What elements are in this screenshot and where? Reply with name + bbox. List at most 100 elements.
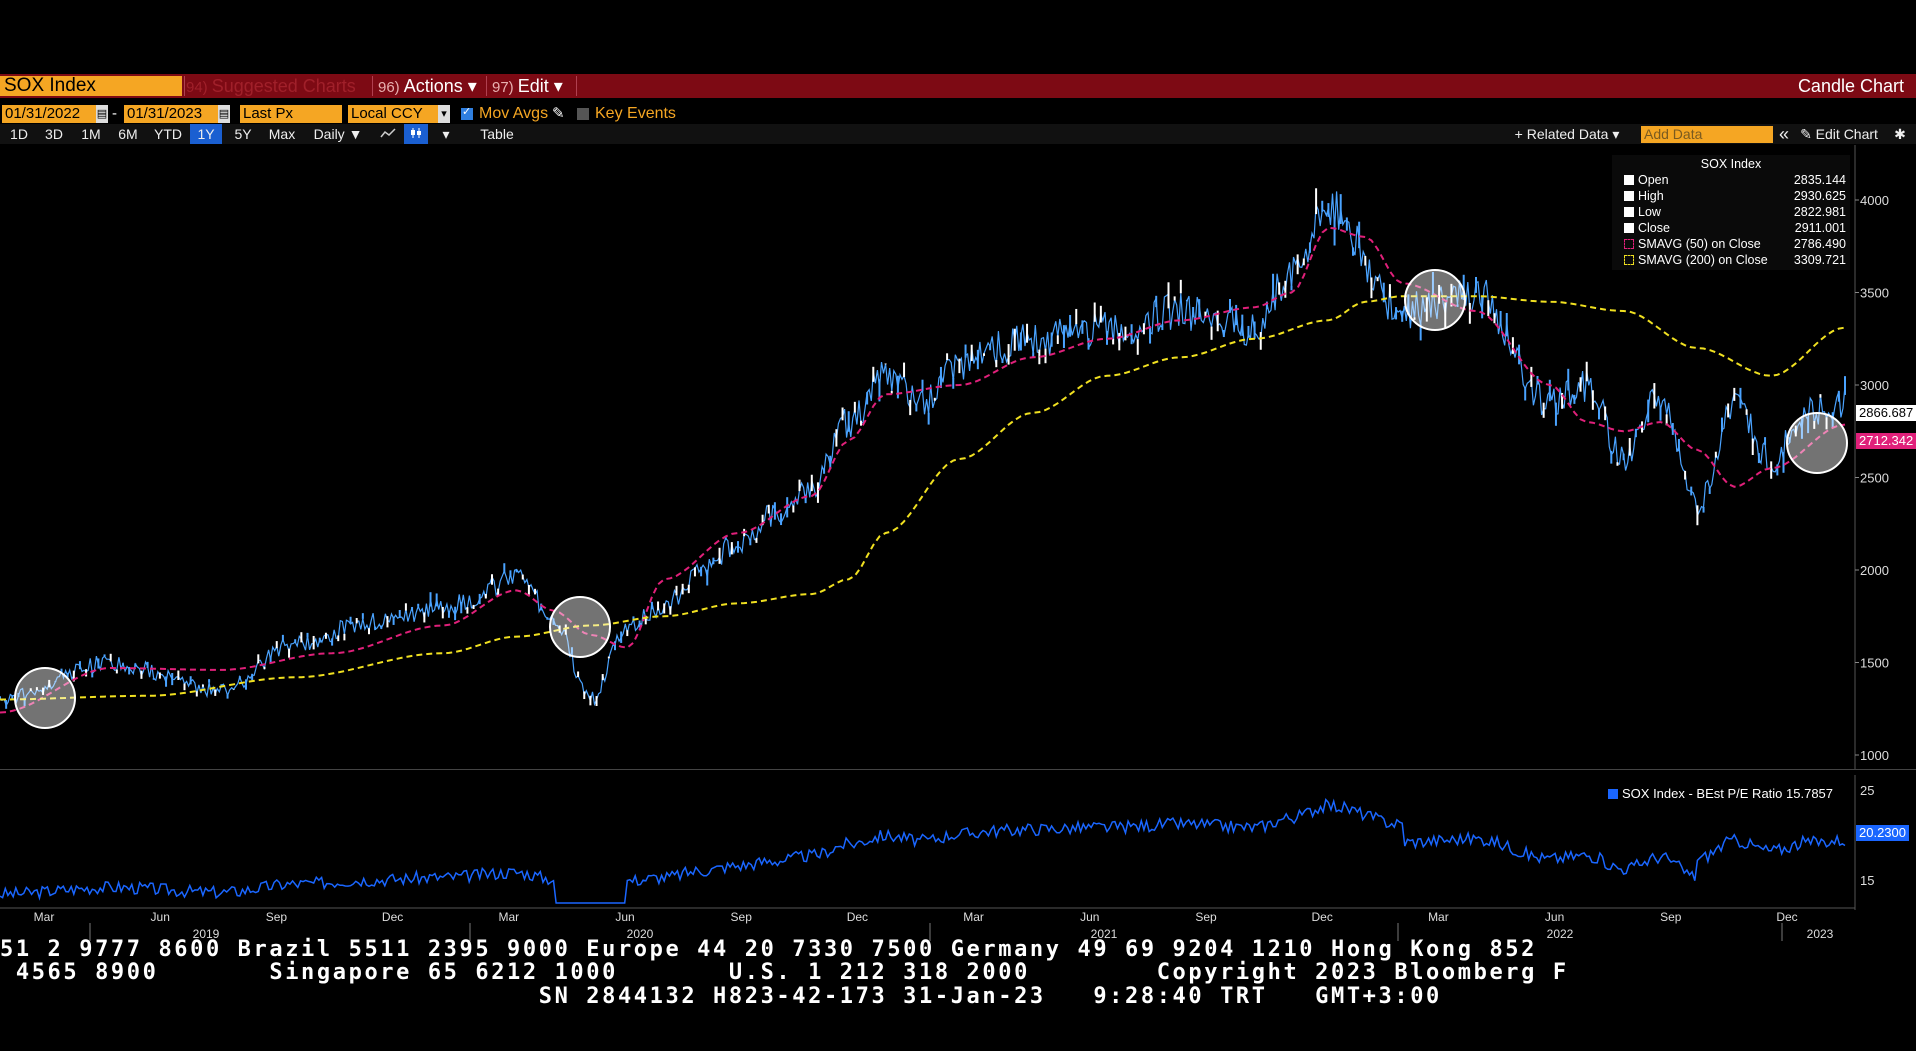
x-tick-label: Mar [498, 910, 519, 924]
menu-number: 94) [186, 79, 208, 96]
legend-row-close[interactable]: Close 2911.001 [1624, 221, 1846, 236]
add-data-input[interactable]: Add Data [1641, 126, 1773, 143]
key-events-checkbox[interactable] [577, 108, 589, 120]
key-events-label[interactable]: Key Events [595, 105, 676, 122]
price-field-select[interactable]: Last Px [240, 105, 342, 123]
legend-title: SOX Index [1700, 157, 1762, 171]
sma50-line [0, 226, 1846, 714]
sma-price-tag: 2712.342 [1856, 433, 1916, 449]
ticker-input[interactable]: SOX Index [0, 76, 182, 96]
edit-menu[interactable]: 97) Edit ▾ [492, 74, 563, 98]
currency-select[interactable]: Local CCY [348, 105, 438, 123]
mov-avgs-label[interactable]: Mov Avgs [479, 105, 549, 122]
actions-menu[interactable]: 96) Actions ▾ [378, 74, 477, 98]
x-year-label: 2023 [1807, 927, 1834, 941]
period-1m[interactable]: 1M [81, 126, 101, 142]
legend-swatch[interactable] [1624, 255, 1634, 265]
legend-label: SMAVG (50) on Close [1638, 237, 1761, 251]
menu-number: 97) [492, 79, 514, 96]
collapse-icon[interactable]: « [1778, 124, 1789, 144]
pe-y-tick: 15 [1860, 873, 1874, 888]
y-tick-label: 4000 [1860, 193, 1889, 208]
x-tick-label: Dec [382, 910, 403, 924]
legend-label: Close [1638, 221, 1670, 235]
legend-label: Open [1638, 173, 1669, 187]
legend-value: 2822.981 [1793, 205, 1846, 219]
mov-avgs-checkbox[interactable]: ✓ [461, 106, 473, 120]
last-price-tag: 2866.687 [1856, 405, 1916, 421]
legend-label: Low [1638, 205, 1661, 219]
x-year-label: 2022 [1547, 927, 1574, 941]
period-5y[interactable]: 5Y [234, 126, 252, 142]
menu-label: Actions ▾ [403, 76, 477, 96]
legend-checkbox[interactable] [1624, 175, 1634, 185]
edit-chart-button[interactable]: ✎ Edit Chart [1800, 126, 1878, 142]
ticker-tape-line-2: 4565 8900 Singapore 65 6212 1000 U.S. 1 … [0, 960, 1569, 985]
highlight-circle [1404, 269, 1466, 331]
legend-swatch [1608, 789, 1618, 799]
legend-row-sma200[interactable]: SMAVG (200) on Close 3309.721 [1624, 253, 1846, 268]
chart-legend: SOX Index Open 2835.144 High 2930.625 Low 2… [1612, 155, 1850, 270]
x-tick-label: Sep [731, 910, 753, 924]
pe-legend: SOX Index - BEst P/E Ratio 15.7857 [1604, 785, 1838, 803]
pe-ratio-line [0, 798, 1846, 904]
line-chart-icon[interactable] [376, 124, 400, 144]
x-tick-label: Mar [963, 910, 984, 924]
y-tick-label: 3000 [1860, 378, 1889, 393]
legend-value: 3309.721 [1793, 253, 1846, 267]
pencil-icon[interactable]: ✎ [552, 105, 565, 122]
period-6m[interactable]: 6M [118, 126, 138, 142]
y-tick-label: 1000 [1860, 748, 1889, 763]
gear-icon[interactable]: ✱ [1894, 126, 1906, 142]
end-date-field[interactable]: 01/31/2023 [124, 105, 218, 123]
legend-swatch[interactable] [1624, 239, 1634, 249]
x-year-label: 2021 [1091, 927, 1118, 941]
x-tick-label: Sep [266, 910, 288, 924]
x-tick-label: Dec [847, 910, 868, 924]
y-tick-label: 2500 [1860, 471, 1889, 486]
x-year-label: 2020 [627, 927, 654, 941]
chevron-down-icon[interactable]: ▾ [442, 126, 450, 142]
legend-row-open[interactable]: Open 2835.144 [1624, 173, 1846, 188]
candle-chart-icon[interactable] [404, 124, 428, 144]
chevron-down-icon[interactable]: ▾ [438, 105, 450, 123]
chart-type-label: Candle Chart [1797, 76, 1904, 96]
legend-checkbox[interactable] [1624, 191, 1634, 201]
legend-row-sma50[interactable]: SMAVG (50) on Close 2786.490 [1624, 237, 1846, 252]
suggested-charts-menu[interactable]: 94) Suggested Charts [186, 74, 356, 98]
legend-value: 2786.490 [1793, 237, 1846, 251]
price-chart[interactable]: 4000 3500 3000 2500 2000 1500 1000 [0, 145, 1916, 770]
period-ytd[interactable]: YTD [154, 126, 182, 142]
divider [184, 76, 185, 96]
period-3d[interactable]: 3D [45, 126, 63, 142]
menu-number: 96) [378, 79, 400, 96]
ticker-tape-line-1: 51 2 9777 8600 Brazil 5511 2395 9000 Eur… [0, 937, 1537, 962]
x-tick-label: Jun [1080, 910, 1099, 924]
frequency-select[interactable]: Daily ▼ [313, 126, 363, 142]
x-year-label: 2019 [193, 927, 220, 941]
menu-label: Suggested Charts [211, 76, 356, 96]
calendar-icon[interactable]: ▤ [96, 105, 108, 123]
period-max[interactable]: Max [268, 126, 296, 142]
menu-label: Edit ▾ [517, 76, 563, 96]
calendar-icon[interactable]: ▤ [218, 105, 230, 123]
legend-value: 2911.001 [1794, 221, 1846, 235]
legend-checkbox[interactable] [1624, 207, 1634, 217]
legend-label: High [1638, 189, 1664, 203]
x-tick-label: Dec [1312, 910, 1333, 924]
legend-row-low[interactable]: Low 2822.981 [1624, 205, 1846, 220]
legend-checkbox[interactable] [1624, 223, 1634, 233]
period-1d[interactable]: 1D [10, 126, 28, 142]
pe-ratio-chart[interactable]: 25 15 [0, 775, 1916, 910]
price-line [0, 191, 1846, 707]
date-separator: - [112, 105, 117, 122]
legend-value: 2835.144 [1793, 173, 1846, 187]
period-1y[interactable]: 1Y [190, 124, 222, 144]
y-tick-label: 1500 [1860, 656, 1889, 671]
candles [0, 188, 1846, 709]
related-data-button[interactable]: + Related Data ▾ [1514, 126, 1620, 142]
pe-legend-label: SOX Index - BEst P/E Ratio 15.7857 [1622, 786, 1834, 801]
legend-row-high[interactable]: High 2930.625 [1624, 189, 1846, 204]
start-date-field[interactable]: 01/31/2022 [2, 105, 96, 123]
table-button[interactable]: Table [480, 126, 514, 142]
